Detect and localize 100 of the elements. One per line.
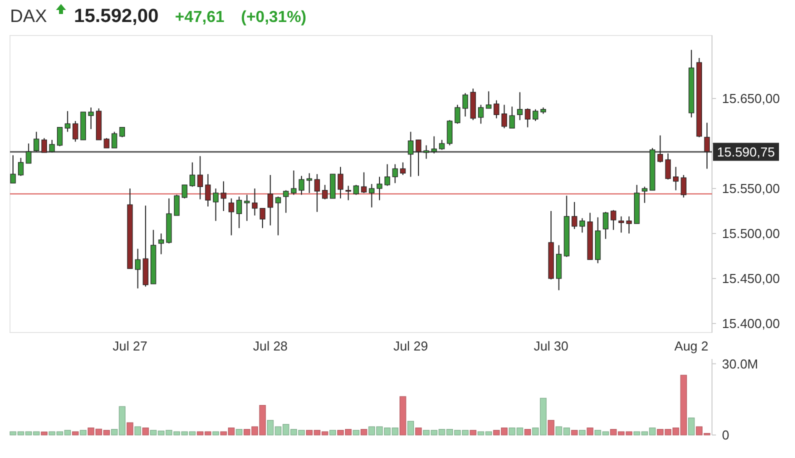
candlestick <box>462 92 468 117</box>
x-tick-label: Jul 29 <box>393 338 428 354</box>
bar <box>212 431 220 436</box>
candlestick <box>10 154 16 184</box>
candlestick <box>104 138 110 148</box>
candlestick <box>602 211 608 240</box>
candlestick <box>446 120 452 146</box>
bar <box>578 430 586 436</box>
y-tick-label: 15.650,00 <box>722 91 780 106</box>
candlestick <box>494 100 500 119</box>
x-tick-label: Aug 2 <box>674 338 708 354</box>
candlestick <box>260 208 266 229</box>
x-tick-label: Jul 27 <box>112 338 148 354</box>
candlestick <box>275 196 281 236</box>
candlestick <box>314 174 320 212</box>
y-tick-label: 0 <box>722 428 730 443</box>
text: +47,61 <box>175 9 224 26</box>
candlestick <box>220 180 226 212</box>
chart-title: DAX <box>10 6 48 26</box>
bar <box>134 426 142 436</box>
candlestick <box>400 162 406 176</box>
text: 15.592,00 <box>74 6 159 27</box>
candlestick <box>205 174 211 207</box>
candlestick <box>268 174 274 226</box>
candlestick <box>368 184 374 208</box>
candlestick <box>119 126 125 138</box>
candlestick <box>346 185 352 201</box>
bar <box>126 422 134 436</box>
candlestick <box>680 174 686 198</box>
bar <box>142 428 149 436</box>
candlestick <box>41 138 47 153</box>
candlestick <box>322 184 328 200</box>
candlestick <box>298 175 304 196</box>
candlestick <box>376 176 382 201</box>
candlestick <box>524 108 530 128</box>
candlestick <box>34 131 40 152</box>
bar <box>40 432 48 436</box>
candlestick <box>182 184 188 199</box>
candlestick <box>88 107 94 130</box>
candlestick <box>361 172 367 194</box>
y-tick-label: 15.500,00 <box>722 226 780 242</box>
candlestick <box>112 131 118 148</box>
bar <box>80 430 86 436</box>
candlestick <box>501 104 508 129</box>
candlestick <box>423 144 430 160</box>
bar <box>548 420 554 436</box>
candlestick <box>64 110 70 132</box>
bar <box>352 430 360 436</box>
candlestick <box>174 194 180 216</box>
candlestick <box>212 188 219 222</box>
candlestick <box>478 104 484 124</box>
candlestick <box>657 134 664 163</box>
candlestick <box>509 106 515 129</box>
bar <box>329 430 336 436</box>
y-tick-label: 15.550,00 <box>722 181 780 196</box>
candlestick <box>197 156 203 200</box>
bar <box>400 396 406 436</box>
candlestick <box>626 216 632 234</box>
x-tick-label: Jul 30 <box>534 338 568 354</box>
candlestick <box>610 210 616 230</box>
text: (+0,31%) <box>241 9 306 26</box>
candlestick <box>26 143 32 164</box>
candlestick <box>665 152 671 180</box>
candlestick <box>353 184 359 196</box>
candlestick <box>579 218 586 234</box>
y-tick-label: 30.0M <box>722 356 758 372</box>
candlestick <box>416 139 422 176</box>
bar <box>360 429 368 436</box>
ref-line-label: 15.590,75 <box>717 144 775 160</box>
candlestick <box>158 233 164 255</box>
candlestick <box>642 186 648 204</box>
candlestick <box>392 164 398 184</box>
candlestick <box>283 190 289 214</box>
bar <box>571 430 578 436</box>
candlestick <box>72 120 78 142</box>
candlestick <box>439 139 445 150</box>
bar <box>586 428 594 436</box>
bar <box>236 429 242 436</box>
candlestick <box>228 198 234 236</box>
candlestick <box>704 122 710 170</box>
bar <box>524 429 531 436</box>
candlestick <box>190 162 196 188</box>
candlestick <box>18 157 24 176</box>
bar <box>407 420 414 436</box>
bar <box>688 418 695 436</box>
y-tick-label: 15.450,00 <box>722 271 780 286</box>
bar <box>415 428 422 436</box>
candlestick <box>244 194 250 222</box>
x-tick-label: Jul 28 <box>252 338 288 354</box>
candlestick <box>134 248 141 289</box>
candlestick <box>486 90 492 109</box>
candlestick <box>236 196 242 229</box>
candlestick <box>517 92 523 121</box>
bar <box>72 431 79 436</box>
candlestick <box>290 170 297 196</box>
candlestick <box>431 136 437 154</box>
candlestick <box>56 126 63 147</box>
candlestick <box>408 131 414 178</box>
candlestick <box>384 164 390 186</box>
candlestick <box>49 139 55 153</box>
